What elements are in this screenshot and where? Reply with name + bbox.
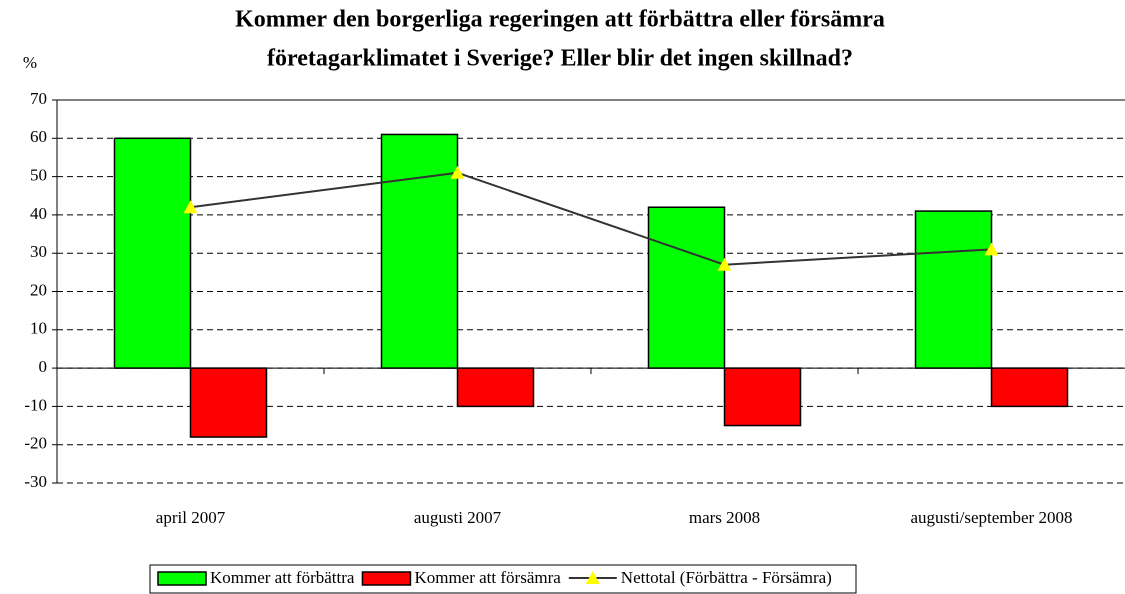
y-tick-label: 0: [39, 357, 48, 376]
x-tick-label: augusti/september 2008: [911, 508, 1073, 527]
x-tick-label: april 2007: [156, 508, 226, 527]
y-tick-label: 10: [30, 319, 47, 338]
y-tick-label: -10: [24, 395, 47, 414]
x-tick-label: augusti 2007: [414, 508, 502, 527]
bar: [723, 367, 802, 427]
line: [190, 171, 992, 266]
marker: [717, 257, 732, 271]
bar: [647, 206, 726, 369]
bar: [456, 367, 535, 408]
bar: [380, 133, 459, 369]
legend-label: Kommer att försämra: [414, 568, 561, 587]
legend-swatch: [157, 571, 207, 586]
y-tick-label: 70: [30, 89, 47, 108]
y-tick-label: -30: [24, 472, 47, 491]
y-tick-label: 30: [30, 242, 47, 261]
legend-marker: [585, 571, 600, 584]
legend-label: Kommer att förbättra: [210, 568, 355, 587]
y-tick-label: 20: [30, 280, 47, 299]
bar: [189, 367, 268, 438]
chart-title: Kommer den borgerliga regeringen att för…: [235, 7, 885, 33]
chart-subtitle: företagarklimatet i Sverige? Eller blir …: [267, 46, 853, 72]
bar: [914, 210, 993, 369]
y-tick-label: 50: [30, 166, 47, 185]
marker: [984, 242, 999, 256]
legend-swatch: [361, 571, 412, 586]
bar: [990, 367, 1069, 408]
y-tick-label: -20: [24, 434, 47, 453]
y-tick-label: 40: [30, 204, 47, 223]
x-tick-label: mars 2008: [689, 508, 760, 527]
legend: [149, 564, 857, 594]
y-axis-label: %: [23, 53, 37, 72]
legend-label: Nettotal (Förbättra - Försämra): [621, 568, 832, 587]
marker: [450, 165, 465, 179]
marker: [183, 200, 198, 214]
bar: [113, 137, 192, 369]
y-tick-label: 60: [30, 127, 47, 146]
